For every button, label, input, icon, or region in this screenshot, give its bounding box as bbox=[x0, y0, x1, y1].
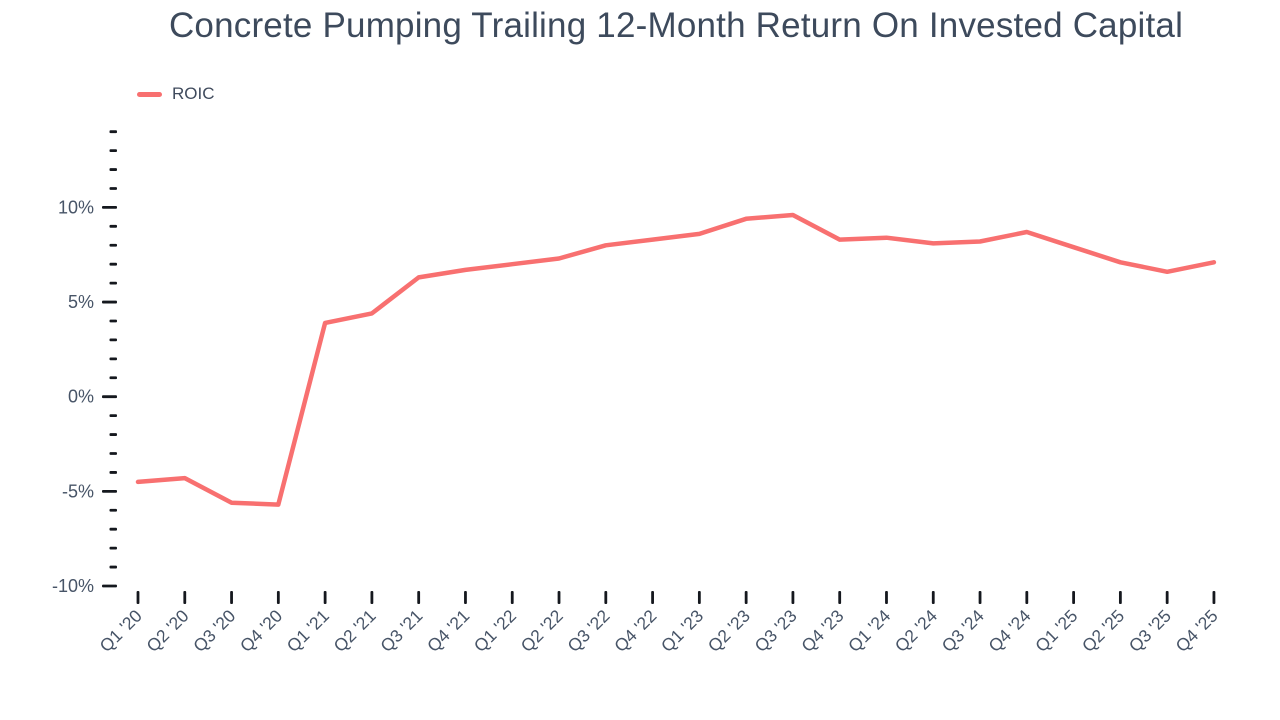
x-axis-tick bbox=[276, 591, 280, 604]
x-axis-label: Q3 '21 bbox=[376, 606, 426, 656]
x-axis-tick bbox=[370, 591, 374, 604]
y-axis-minor-tick bbox=[109, 471, 117, 474]
x-axis-label: Q1 '22 bbox=[470, 606, 520, 656]
x-axis-label: Q4 '24 bbox=[984, 605, 1034, 655]
x-axis-label: Q4 '22 bbox=[610, 606, 660, 656]
x-axis-tick bbox=[838, 591, 842, 604]
x-axis-label: Q4 '23 bbox=[797, 606, 847, 656]
y-axis-minor-tick bbox=[109, 414, 117, 418]
x-axis-tick bbox=[1165, 591, 1169, 604]
x-axis-tick bbox=[791, 591, 795, 604]
x-axis-tick bbox=[1072, 591, 1075, 604]
x-axis-tick bbox=[417, 591, 421, 604]
x-axis-label: Q2 '20 bbox=[142, 605, 192, 655]
y-axis: -10% -5% 0% 5% 10% bbox=[52, 130, 117, 596]
y-axis-major-tick bbox=[102, 206, 117, 209]
x-axis-tick bbox=[885, 591, 888, 604]
x-axis-label: Q3 '23 bbox=[751, 606, 801, 656]
x-axis-label: Q2 '22 bbox=[517, 606, 567, 656]
x-axis-label: Q3 '22 bbox=[563, 606, 613, 656]
y-axis-label: 10% bbox=[58, 197, 94, 217]
x-axis-label: Q1 '20 bbox=[96, 605, 146, 655]
y-axis-minor-tick bbox=[109, 168, 117, 171]
x-axis-tick bbox=[651, 591, 654, 604]
y-axis-minor-tick bbox=[109, 546, 117, 550]
x-axis-label: Q4 '20 bbox=[236, 605, 286, 655]
y-axis-label: 0% bbox=[68, 387, 94, 407]
y-axis-minor-tick bbox=[109, 376, 117, 380]
x-axis-label: Q4 '21 bbox=[423, 606, 473, 656]
y-axis-minor-tick bbox=[109, 262, 117, 266]
y-axis-minor-tick bbox=[109, 187, 117, 190]
x-axis-label: Q1 '23 bbox=[657, 606, 707, 656]
y-axis-minor-tick bbox=[109, 281, 117, 285]
x-axis-tick bbox=[323, 591, 327, 604]
y-axis-minor-tick bbox=[109, 357, 117, 361]
x-axis-tick bbox=[744, 591, 748, 604]
x-axis-tick bbox=[1212, 591, 1216, 604]
x-axis-label: Q3 '24 bbox=[938, 605, 988, 655]
y-axis-minor-tick bbox=[109, 452, 117, 455]
x-axis-tick bbox=[230, 591, 233, 604]
x-axis-tick bbox=[464, 591, 467, 604]
x-axis-tick bbox=[510, 591, 514, 604]
y-axis-major-tick bbox=[102, 300, 117, 304]
x-axis-label: Q2 '23 bbox=[704, 606, 754, 656]
y-axis-minor-tick bbox=[109, 508, 117, 512]
x-axis-label: Q2 '24 bbox=[891, 605, 941, 655]
y-axis-label: 5% bbox=[68, 292, 94, 312]
x-axis-label: Q2 '21 bbox=[330, 606, 380, 656]
x-axis-tick bbox=[557, 591, 561, 604]
x-axis-label: Q3 '20 bbox=[189, 605, 239, 655]
roic-line bbox=[135, 212, 1217, 507]
roic-line-series bbox=[135, 212, 1217, 507]
x-axis-label: Q2 '25 bbox=[1078, 606, 1128, 656]
x-axis-tick bbox=[604, 591, 608, 604]
y-axis-label: -10% bbox=[52, 576, 94, 596]
x-axis-tick bbox=[1025, 591, 1029, 604]
y-axis-minor-tick bbox=[109, 149, 117, 153]
y-axis-minor-tick bbox=[109, 338, 117, 342]
x-axis-label: Q1 '24 bbox=[844, 605, 894, 655]
y-axis-major-tick bbox=[102, 395, 117, 399]
y-axis-minor-tick bbox=[109, 565, 117, 569]
chart-title: Concrete Pumping Trailing 12-Month Retur… bbox=[168, 6, 1184, 45]
x-axis-label: Q1 '21 bbox=[283, 606, 333, 656]
y-axis-minor-tick bbox=[109, 433, 117, 436]
y-axis-minor-tick bbox=[109, 319, 117, 323]
legend: ROIC bbox=[137, 84, 215, 104]
x-axis-tick bbox=[697, 591, 701, 604]
x-axis-tick bbox=[136, 591, 140, 604]
y-axis-minor-tick bbox=[109, 130, 117, 134]
y-axis-label: -5% bbox=[62, 481, 94, 501]
x-axis-tick bbox=[1118, 591, 1122, 604]
y-axis-minor-tick bbox=[109, 224, 117, 228]
y-axis-major-tick bbox=[102, 584, 117, 588]
x-axis-label: Q4 '25 bbox=[1172, 606, 1222, 656]
roic-legend-label: ROIC bbox=[172, 84, 215, 103]
y-axis-major-tick bbox=[102, 489, 117, 493]
y-axis-minor-tick bbox=[109, 243, 117, 247]
x-axis-tick bbox=[183, 591, 187, 604]
y-axis-minor-tick bbox=[109, 527, 117, 531]
x-axis-tick bbox=[978, 591, 982, 604]
x-axis-label: Q3 '25 bbox=[1125, 606, 1175, 656]
roic-legend-swatch bbox=[137, 91, 162, 97]
x-axis-label: Q1 '25 bbox=[1031, 606, 1081, 656]
x-axis-tick bbox=[931, 591, 935, 604]
